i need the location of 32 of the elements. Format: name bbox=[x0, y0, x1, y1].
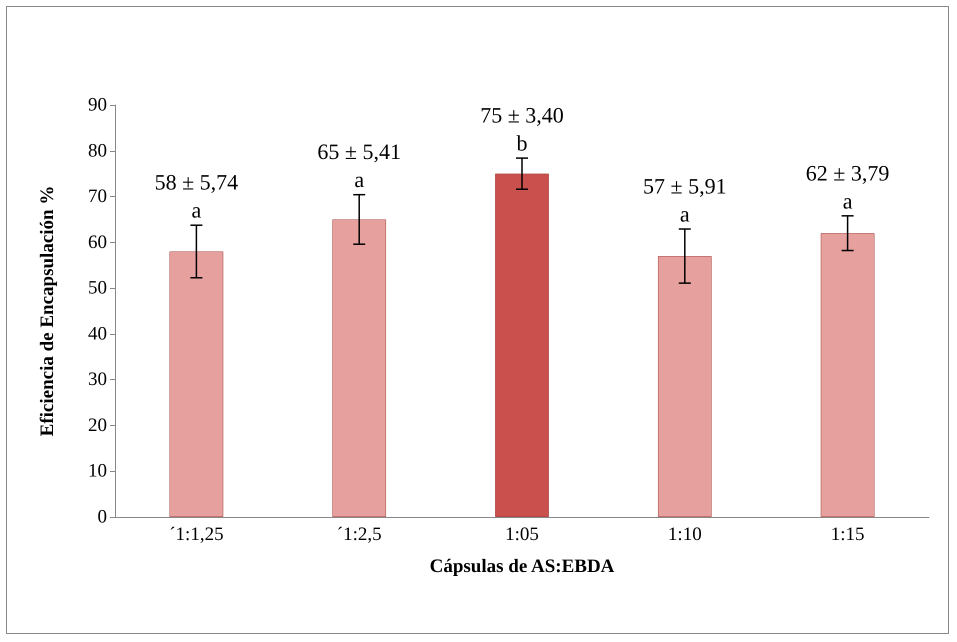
data-label: 57 ± 5,91 bbox=[643, 174, 727, 199]
y-tick-label: 20 bbox=[88, 414, 107, 436]
x-tick-label: ´1:2,5 bbox=[336, 524, 382, 545]
bar bbox=[820, 233, 874, 517]
x-tick-label: 1:15 bbox=[830, 524, 864, 545]
y-tick-label: 10 bbox=[88, 460, 107, 482]
annotation: a bbox=[192, 198, 202, 223]
y-axis-title: Eficiencia de Encapsulación % bbox=[37, 186, 58, 436]
bar bbox=[170, 251, 224, 517]
y-tick-label: 50 bbox=[88, 278, 107, 299]
y-tick-label: 90 bbox=[88, 94, 107, 116]
y-tick-label: 30 bbox=[88, 369, 107, 390]
bar bbox=[332, 219, 386, 517]
annotation: a bbox=[680, 202, 690, 227]
y-tick-label: 40 bbox=[88, 323, 107, 344]
x-tick-label: 1:10 bbox=[668, 524, 702, 545]
y-tick-label: 80 bbox=[88, 140, 107, 162]
data-label: 75 ± 3,40 bbox=[480, 102, 564, 128]
data-label: 62 ± 3,79 bbox=[806, 160, 890, 186]
annotation: a bbox=[354, 167, 364, 192]
y-tick-label: 60 bbox=[88, 232, 107, 253]
x-tick-label: ´1:1,25 bbox=[169, 524, 224, 545]
annotation: b bbox=[516, 130, 528, 156]
y-tick-label: 70 bbox=[88, 186, 107, 208]
x-axis-title: Cápsulas de AS:EBDA bbox=[430, 556, 615, 577]
bar bbox=[495, 174, 549, 517]
bar bbox=[658, 256, 712, 517]
data-label: 58 ± 5,74 bbox=[154, 170, 238, 195]
x-tick-label: 1:05 bbox=[505, 524, 539, 545]
annotation: a bbox=[842, 188, 853, 214]
y-tick-label: 0 bbox=[98, 506, 107, 528]
data-label: 65 ± 5,41 bbox=[317, 139, 401, 164]
